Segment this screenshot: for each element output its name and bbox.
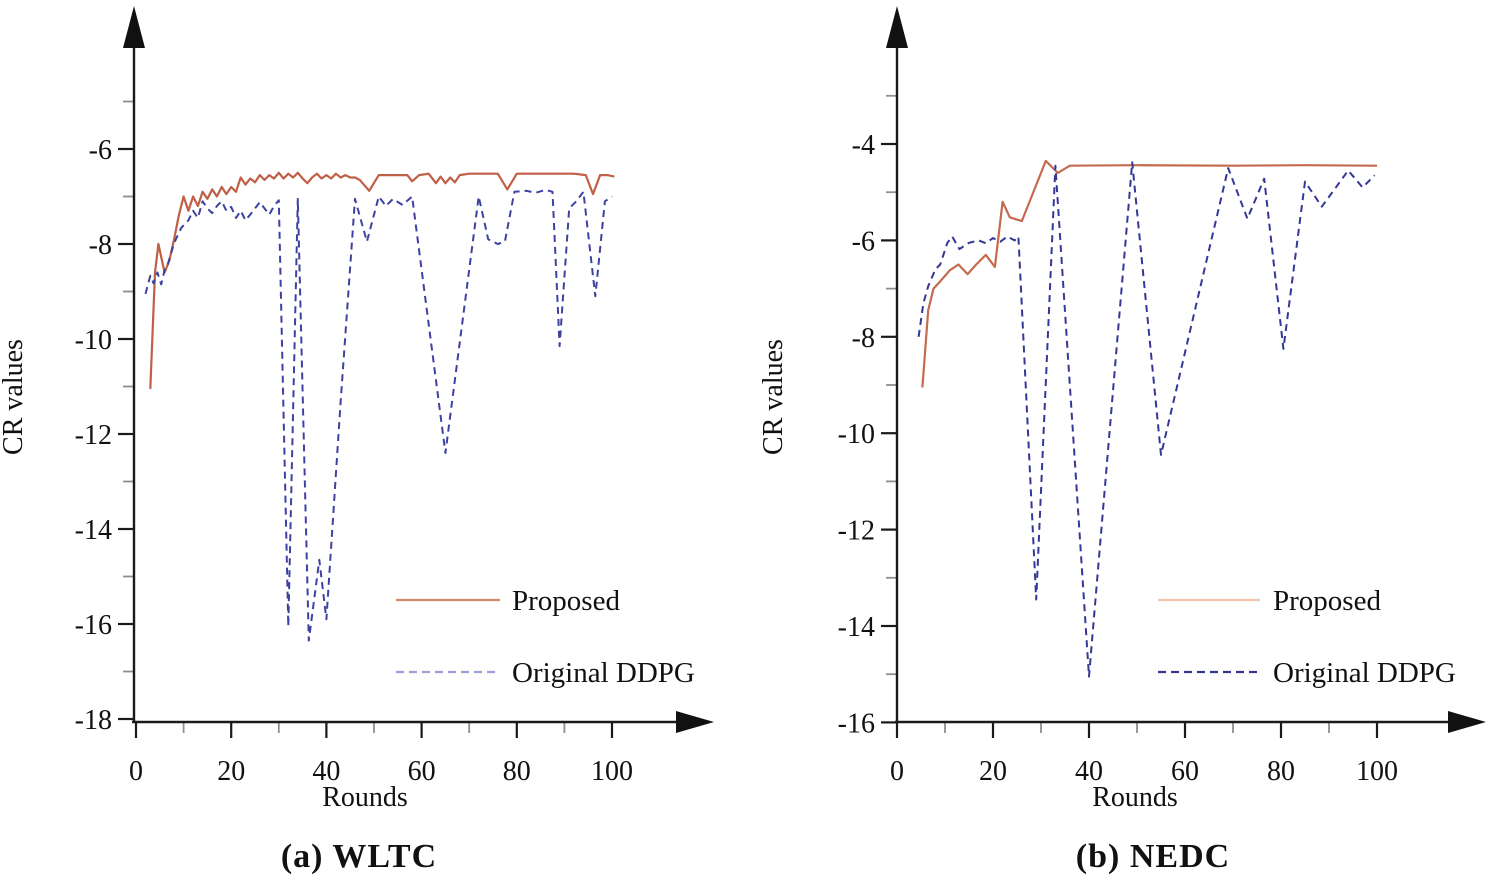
y-axis-ticks: -4 -6 -8 -10 -12 -14 -16 [838, 94, 897, 739]
chart-nedc-canvas: -4 -6 -8 -10 -12 -14 -16 0 20 40 60 80 100 Proposed Or… [758, 6, 1486, 813]
y-axis-arrow [123, 6, 145, 48]
x-tick-label: 60 [408, 756, 436, 787]
x-tick-label: 20 [979, 756, 1007, 787]
y-tick-label: -16 [838, 708, 875, 739]
caption-wltc: (a) WLTC [280, 838, 438, 875]
y-tick-label: -10 [838, 419, 875, 450]
caption-nedc: (b) NEDC [1075, 838, 1231, 875]
series-proposed-line [149, 171, 615, 389]
y-tick-label: -6 [89, 135, 112, 166]
y-tick-label: -14 [75, 515, 112, 546]
x-tick-label: 0 [890, 756, 904, 787]
series-proposed-line [921, 159, 1378, 388]
x-axis-title: Rounds [1092, 782, 1178, 813]
y-axis-ticks: -6 -8 -10 -12 -14 -16 -18 [75, 100, 134, 736]
x-axis-title: Rounds [322, 782, 408, 813]
x-axis-arrow [676, 711, 714, 733]
panel-nedc: -4 -6 -8 -10 -12 -14 -16 0 20 40 60 80 100 Proposed Or… [750, 0, 1500, 896]
y-tick-label: -18 [75, 705, 112, 736]
y-tick-label: -8 [89, 230, 112, 261]
y-tick-label: -12 [838, 516, 875, 547]
x-tick-label: 80 [503, 756, 531, 787]
x-tick-label: 60 [1171, 756, 1199, 787]
legend-label: Proposed [512, 585, 620, 617]
y-tick-label: -8 [852, 323, 875, 354]
x-axis-ticks: 0 20 40 60 80 100 [129, 722, 633, 787]
legend-label: Proposed [1273, 585, 1381, 617]
x-tick-label: 40 [1075, 756, 1103, 787]
y-tick-label: -6 [852, 226, 875, 257]
x-tick-label: 100 [591, 756, 633, 787]
y-tick-label: -12 [75, 420, 112, 451]
y-tick-label: -14 [838, 612, 875, 643]
x-tick-label: 80 [1267, 756, 1295, 787]
panel-wltc: -6 -8 -10 -12 -14 -16 -18 0 20 40 60 80 100 Proposed O… [0, 6, 714, 875]
axes [123, 6, 714, 733]
series-original-ddpg-line [144, 188, 613, 642]
y-axis-title: CR values [758, 339, 789, 455]
y-axis-arrow [886, 6, 908, 48]
legend: Proposed Original DDPG [1158, 585, 1456, 689]
legend: Proposed Original DDPG [396, 585, 695, 689]
y-axis-title: CR values [0, 339, 29, 455]
x-tick-label: 20 [217, 756, 245, 787]
legend-label: Original DDPG [1273, 657, 1456, 689]
x-tick-label: 100 [1356, 756, 1398, 787]
x-tick-label: 40 [312, 756, 340, 787]
y-tick-label: -4 [852, 130, 875, 161]
x-axis-ticks: 0 20 40 60 80 100 [890, 722, 1398, 787]
y-tick-label: -10 [75, 325, 112, 356]
legend-label: Original DDPG [512, 657, 695, 689]
chart-wltc-canvas: -6 -8 -10 -12 -14 -16 -18 0 20 40 60 80 100 Proposed O… [0, 6, 714, 813]
y-tick-label: -16 [75, 610, 112, 641]
axes [886, 6, 1486, 733]
x-tick-label: 0 [129, 756, 143, 787]
x-axis-arrow [1448, 711, 1486, 733]
